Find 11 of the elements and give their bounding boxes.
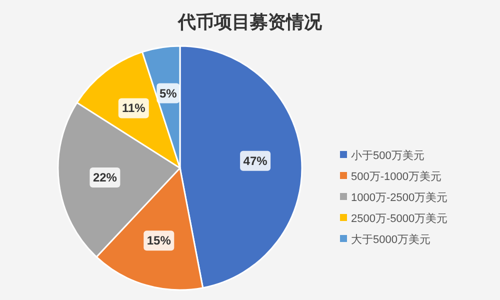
- legend-label: 大于5000万美元: [351, 233, 430, 246]
- legend-label: 小于500万美元: [351, 149, 424, 162]
- legend-label: 500万-1000万美元: [351, 170, 442, 183]
- data-label: 5%: [159, 86, 178, 100]
- chart-title: 代币项目募资情况: [177, 12, 323, 32]
- legend-label: 2500万-5000万美元: [351, 212, 448, 225]
- data-label: 22%: [92, 170, 118, 184]
- data-label: 15%: [146, 234, 172, 248]
- data-label: 11%: [122, 101, 146, 116]
- legend-label: 1000万-2500万美元: [351, 191, 448, 204]
- data-label: 47%: [243, 154, 268, 168]
